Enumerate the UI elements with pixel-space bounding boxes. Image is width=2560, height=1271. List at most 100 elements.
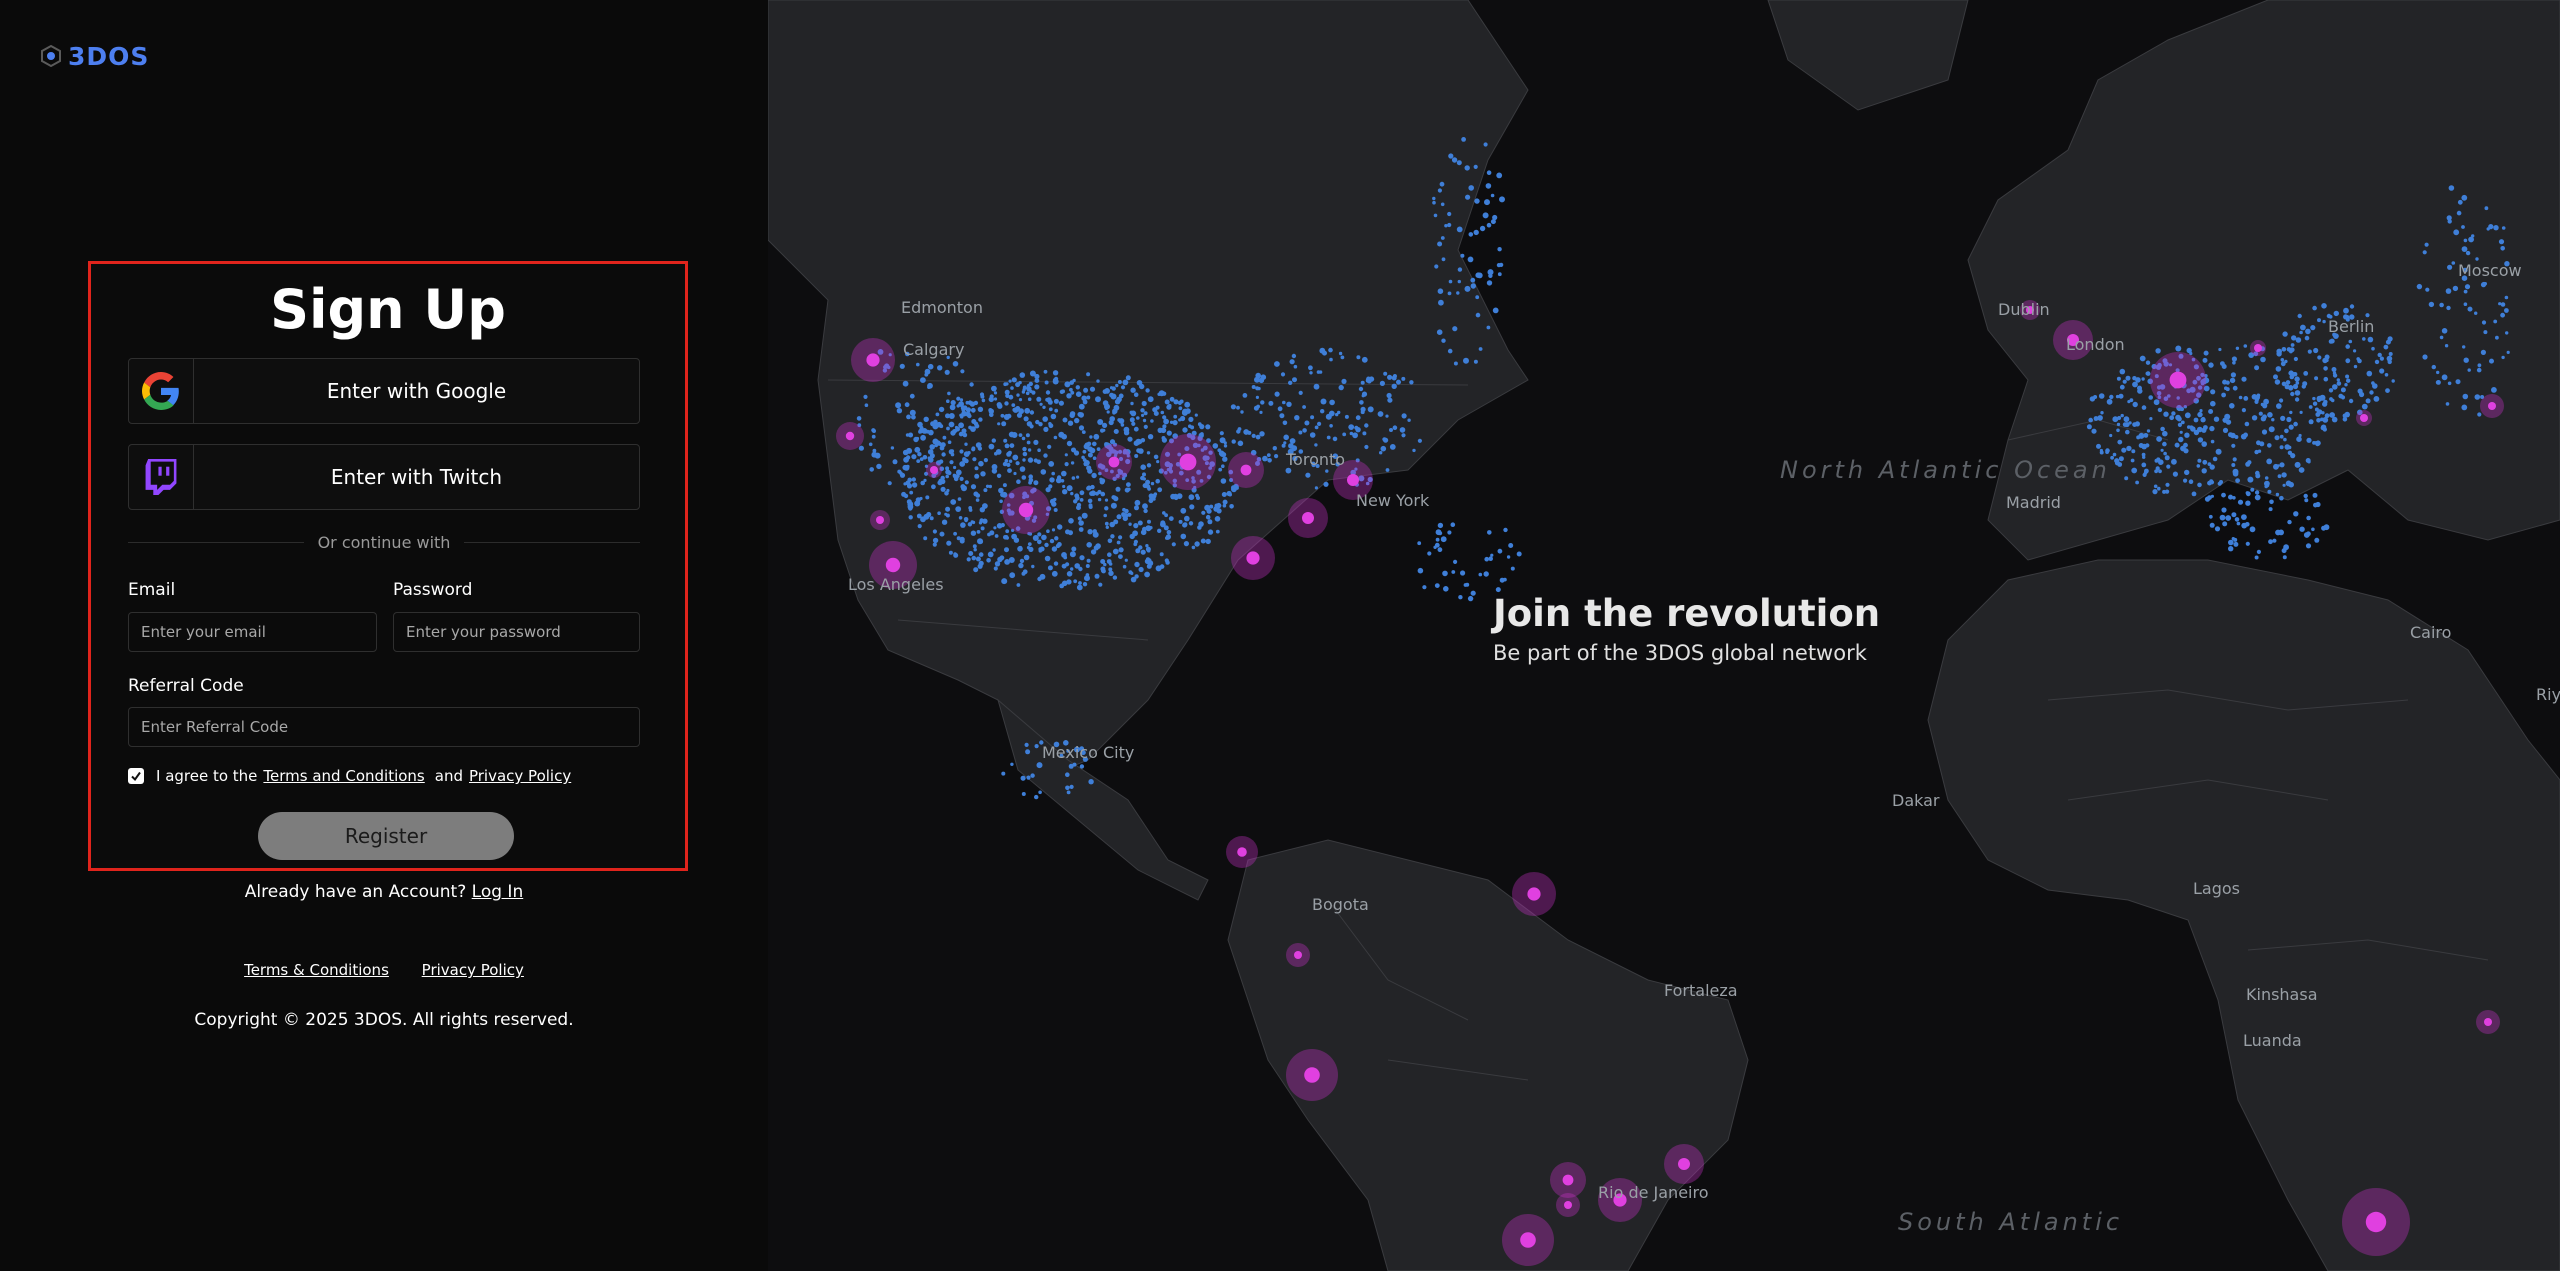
network-node <box>1338 384 1344 391</box>
network-node <box>2183 478 2188 483</box>
network-node <box>1447 348 1453 354</box>
network-node <box>1486 280 1493 286</box>
brand-logo[interactable]: 3DOS <box>40 40 149 72</box>
network-node <box>927 456 931 460</box>
network-node <box>1282 400 1286 405</box>
network-node <box>1069 387 1073 392</box>
network-node <box>2451 261 2456 265</box>
network-node <box>971 555 977 561</box>
network-node <box>1163 525 1169 531</box>
network-node <box>1138 566 1144 573</box>
password-input[interactable] <box>393 612 640 652</box>
network-node <box>1194 413 1198 417</box>
network-node <box>2269 499 2274 505</box>
privacy-link[interactable]: Privacy Policy <box>468 767 572 785</box>
network-node <box>1499 196 1505 203</box>
network-node <box>2491 387 2497 393</box>
network-node <box>1160 410 1165 415</box>
network-node <box>2461 246 2468 253</box>
world-network-map[interactable]: Edmonton Calgary Los Angeles Toronto New Yor… <box>768 0 2560 1271</box>
google-signin-button[interactable]: Enter with Google <box>128 358 640 424</box>
network-node <box>942 435 947 440</box>
network-node <box>1087 452 1093 458</box>
network-node <box>2125 429 2130 435</box>
network-node <box>1325 413 1332 420</box>
city-label: Toronto <box>1285 450 1345 469</box>
network-node <box>2312 396 2316 401</box>
network-node <box>2295 337 2302 343</box>
network-node <box>2285 380 2291 385</box>
network-node <box>2157 407 2163 413</box>
network-node <box>2293 421 2298 427</box>
referral-input[interactable] <box>128 707 640 747</box>
network-node <box>2441 374 2448 381</box>
network-node <box>2303 493 2308 499</box>
network-node <box>1474 198 1480 204</box>
network-node <box>1159 552 1164 557</box>
network-node <box>1508 543 1514 548</box>
network-node <box>1103 513 1107 518</box>
network-node <box>1026 775 1031 780</box>
network-node <box>2369 390 2374 395</box>
network-node <box>2366 370 2373 377</box>
network-node <box>869 467 874 472</box>
network-node <box>1133 523 1139 529</box>
network-node <box>2177 422 2182 427</box>
login-link[interactable]: Log In <box>471 882 524 902</box>
footer-privacy-link[interactable]: Privacy Policy <box>421 961 524 979</box>
network-node <box>904 402 910 408</box>
twitch-icon-box <box>129 445 194 509</box>
email-input[interactable] <box>128 612 377 652</box>
network-node <box>2118 393 2124 399</box>
network-node <box>2155 466 2160 471</box>
network-node <box>1066 393 1072 399</box>
network-node <box>948 413 955 419</box>
network-node <box>1214 516 1221 522</box>
network-node <box>2208 514 2213 519</box>
network-node <box>1011 528 1015 533</box>
register-button[interactable]: Register <box>258 812 514 860</box>
network-node <box>1036 762 1043 769</box>
footer-terms-link[interactable]: Terms & Conditions <box>244 961 389 979</box>
network-node <box>1003 382 1008 387</box>
network-node <box>2467 368 2471 372</box>
network-node <box>1085 573 1090 577</box>
landmass-south-america <box>1227 839 1749 1271</box>
network-node <box>1084 442 1090 448</box>
network-node <box>2117 439 2123 445</box>
network-node <box>980 526 985 531</box>
network-node <box>987 532 991 537</box>
terms-link[interactable]: Terms and Conditions <box>263 767 425 785</box>
agree-checkbox[interactable] <box>128 768 144 784</box>
network-node <box>2267 489 2272 494</box>
twitch-signin-button[interactable]: Enter with Twitch <box>128 444 640 510</box>
network-node <box>2118 456 2124 462</box>
network-node <box>1115 486 1121 492</box>
network-node <box>1503 527 1508 533</box>
network-node <box>1142 477 1146 481</box>
network-node <box>2345 344 2350 349</box>
network-node <box>1090 490 1096 497</box>
network-node <box>2349 304 2355 309</box>
network-node <box>950 449 955 453</box>
network-node <box>2348 398 2354 404</box>
network-node <box>2291 335 2297 341</box>
network-node <box>1026 546 1031 550</box>
network-node <box>1078 527 1084 532</box>
network-node <box>1073 499 1078 504</box>
network-node <box>1116 514 1122 520</box>
network-node <box>1004 547 1009 553</box>
network-node <box>2210 400 2216 407</box>
network-node <box>1113 429 1119 434</box>
network-node <box>1092 531 1099 538</box>
network-node <box>2290 343 2295 347</box>
network-node <box>965 411 971 417</box>
network-node <box>1048 484 1053 489</box>
network-node <box>2228 546 2234 552</box>
network-node <box>2271 418 2275 422</box>
network-node <box>2157 486 2161 491</box>
network-node <box>2193 364 2199 370</box>
network-node <box>1008 379 1012 383</box>
network-node <box>1137 520 1143 526</box>
network-node <box>1051 546 1058 552</box>
